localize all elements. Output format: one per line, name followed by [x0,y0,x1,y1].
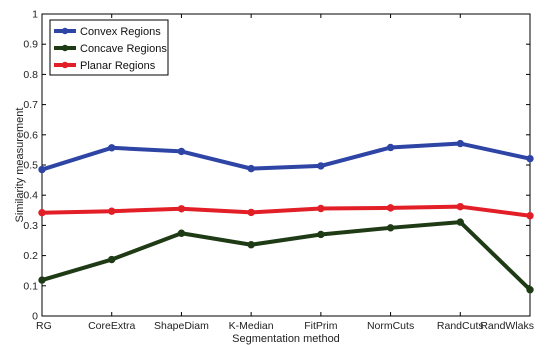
data-point [108,207,116,215]
data-point [456,218,464,226]
series-convex-regions [38,139,534,174]
legend-item: Convex Regions [54,26,161,38]
data-point [526,212,534,220]
y-tick-label: 0 [32,311,38,323]
legend: Convex Regions Concave Regions Planar Regi… [49,19,169,76]
data-point [456,139,464,148]
data-point [247,208,255,217]
series-line [41,220,532,292]
x-tick-label: RandWlaks [480,320,534,332]
x-tick-label: FitPrim [304,320,337,332]
x-tick-label: CoreExtra [88,320,135,332]
data-point [386,204,395,212]
data-point [317,204,325,213]
x-tick-label: ShapeDiam [154,320,209,332]
data-point [526,286,534,294]
data-point [247,241,255,249]
data-point [177,205,186,213]
data-point [456,202,464,211]
y-tick-label: 0.4 [23,190,38,202]
y-tick-label: 0.1 [23,280,38,292]
data-point [317,230,325,239]
x-tick-label: RG [36,320,52,332]
legend-label: Concave Regions [80,43,167,55]
y-tick-label: 0.2 [23,250,38,262]
y-tick-label: 0.3 [23,220,38,232]
legend-marker [61,61,69,69]
data-point [386,224,395,232]
x-tick-label: K-Median [229,320,274,332]
series-line [41,204,531,218]
series-layer [38,139,534,294]
data-point [38,276,46,284]
data-point [386,143,395,152]
series-concave-regions [38,218,534,294]
legend-marker [61,44,69,52]
x-tick-label: RandCuts [437,320,484,332]
x-tick-label: NormCuts [367,320,414,332]
data-point [247,164,255,173]
y-tick-label: 0.7 [23,99,38,111]
data-point [526,154,534,163]
data-point [177,229,186,237]
legend-label: Convex Regions [80,26,161,38]
y-axis: 0 0.1 0.2 0.3 0.4 0.5 0.6 0.7 0.8 0.9 1 [23,9,530,323]
y-tick-label: 0.9 [23,39,38,51]
data-point [38,209,46,217]
legend-item: Concave Regions [54,43,167,55]
x-axis-label: Segmentation method [232,333,340,345]
series-planar-regions [38,202,534,220]
y-tick-label: 0.5 [23,160,38,172]
data-point [38,165,46,174]
data-point [317,162,325,170]
y-tick-label: 1 [32,9,38,21]
legend-marker [61,27,69,35]
data-point [108,255,116,264]
legend-item: Planar Regions [54,60,156,72]
x-axis: RG CoreExtra ShapeDiam K-Median FitPrim NormC… [36,14,534,332]
legend-label: Planar Regions [80,60,156,72]
y-tick-label: 0.6 [23,129,38,141]
y-axis-label: Similarity measurement [14,108,26,223]
y-tick-label: 0.8 [23,69,38,81]
data-point [108,144,116,152]
series-line [41,141,531,172]
data-point [177,147,186,156]
